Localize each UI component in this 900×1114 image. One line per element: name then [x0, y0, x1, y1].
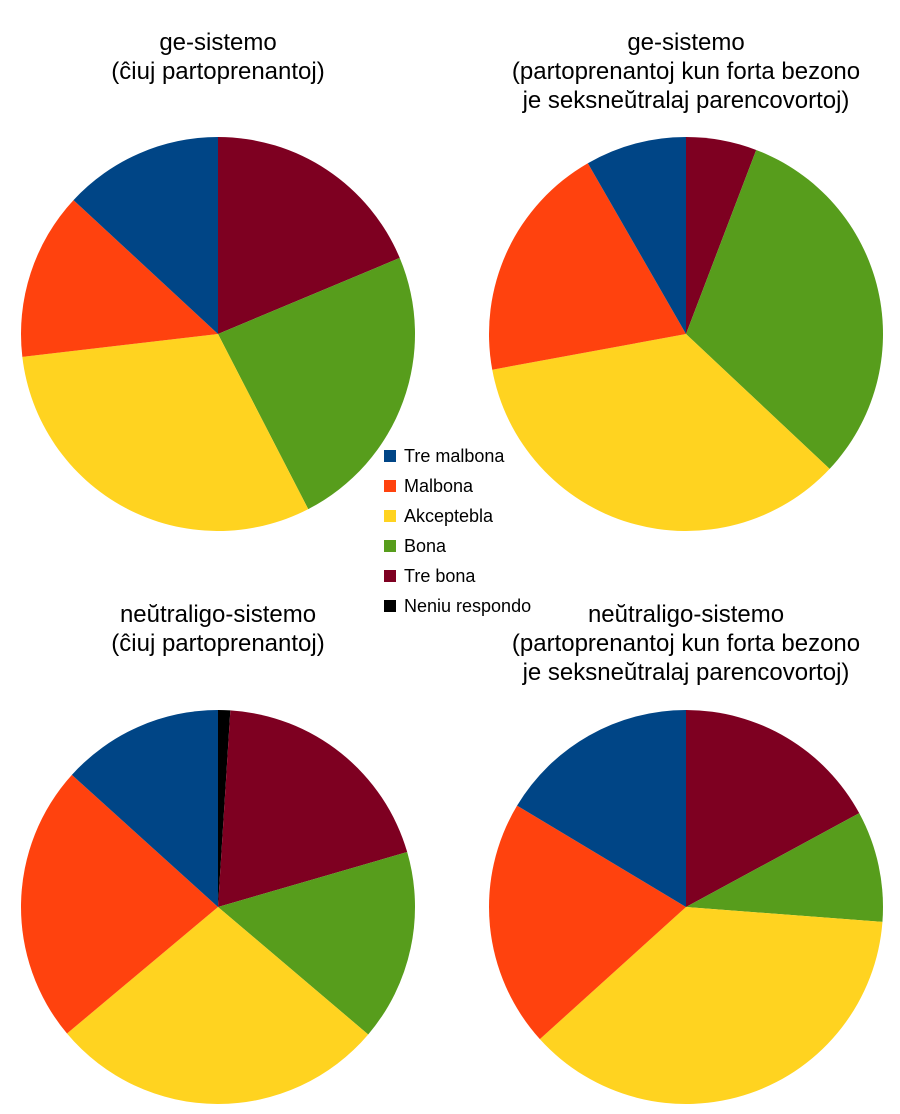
- legend-item-malbona: Malbona: [384, 471, 531, 501]
- legend-swatch: [384, 540, 396, 552]
- chart-title-0: ge-sistemo (ĉiuj partoprenantoj): [18, 28, 418, 86]
- pie-slice-bona: [686, 149, 884, 469]
- pie-slice-tre-malbona: [517, 710, 686, 907]
- chart-title-line: (ĉiuj partoprenantoj): [111, 58, 325, 85]
- chart-title-line: ge-sistemo: [159, 29, 277, 56]
- pie-slice-tre-malbona: [73, 137, 218, 334]
- pie-slice-akceptebla: [539, 907, 883, 1105]
- legend-swatch: [384, 600, 396, 612]
- pie-slice-tre-bona: [218, 137, 400, 334]
- legend-label: Neniu respondo: [404, 595, 532, 616]
- chart-title-line: neŭtraligo-sistemo: [587, 601, 785, 628]
- pie-slice-tre-bona: [686, 710, 860, 907]
- pie-slice-tre-malbona: [71, 710, 218, 907]
- legend-swatch: [384, 570, 396, 582]
- pie-slice-neniu-respondo: [218, 710, 231, 907]
- pie-slice-malbona: [21, 774, 218, 1034]
- pie-slice-akceptebla: [22, 334, 309, 532]
- pie-slice-malbona: [488, 163, 686, 370]
- chart-title-line: (partoprenantoj kun forta bezono: [511, 630, 861, 657]
- pie-slice-tre-bona: [218, 710, 408, 907]
- legend-swatch: [384, 480, 396, 492]
- pie-slice-tre-bona: [686, 137, 757, 334]
- chart-title-3: neŭtraligo-sistemo (partoprenantoj kun fo…: [486, 600, 886, 687]
- pie-slice-akceptebla: [492, 334, 830, 532]
- legend-label: Bona: [404, 535, 447, 556]
- legend-item-akceptebla: Akceptebla: [384, 501, 531, 531]
- chart-title-2: neŭtraligo-sistemo (ĉiuj partoprenantoj): [18, 600, 418, 658]
- legend: Tre malbona Malbona Akceptebla Bona Tre bona…: [384, 441, 531, 621]
- pie-chart-3: [489, 710, 884, 1105]
- legend-label: Tre bona: [404, 565, 476, 586]
- legend-label: Tre malbona: [404, 445, 505, 466]
- legend-item-neniu-respondo: Neniu respondo: [384, 591, 531, 621]
- chart-title-line: je seksneŭtralaj parencovortoj): [522, 659, 850, 686]
- chart-title-line: je seksneŭtralaj parencovortoj): [522, 87, 850, 114]
- legend-swatch: [384, 510, 396, 522]
- legend-label: Akceptebla: [404, 505, 494, 526]
- pie-slice-malbona: [489, 805, 686, 1040]
- pie-slice-bona: [686, 813, 884, 922]
- pie-slice-tre-malbona: [587, 137, 686, 334]
- chart-title-1: ge-sistemo (partoprenantoj kun forta bezo…: [486, 28, 886, 115]
- pie-slice-bona: [218, 852, 416, 1035]
- legend-item-tre-bona: Tre bona: [384, 561, 531, 591]
- chart-title-line: neŭtraligo-sistemo: [119, 601, 317, 628]
- pie-slice-malbona: [20, 200, 218, 357]
- chart-title-line: ge-sistemo: [627, 29, 745, 56]
- pie-chart-0: [20, 137, 416, 532]
- pie-slice-akceptebla: [67, 907, 369, 1104]
- pie-slice-bona: [218, 257, 416, 510]
- pie-chart-1: [488, 137, 884, 532]
- pie-chart-2: [21, 710, 416, 1104]
- legend-swatch: [384, 450, 396, 462]
- legend-item-bona: Bona: [384, 531, 531, 561]
- legend-item-tre-malbona: Tre malbona: [384, 441, 531, 471]
- legend-label: Malbona: [404, 475, 474, 496]
- chart-title-line: (ĉiuj partoprenantoj): [111, 630, 325, 657]
- chart-title-line: (partoprenantoj kun forta bezono: [511, 58, 861, 85]
